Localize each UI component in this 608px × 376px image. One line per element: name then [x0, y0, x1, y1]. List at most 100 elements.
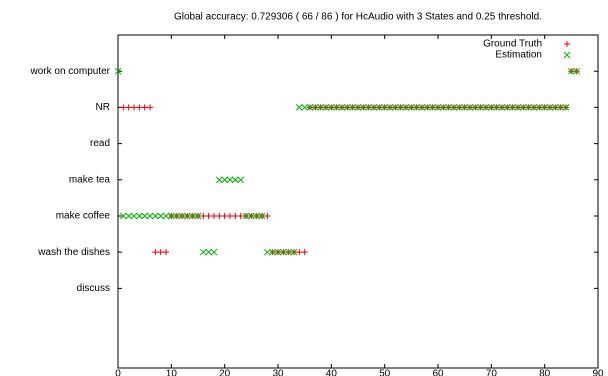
point [189, 212, 197, 220]
point [296, 249, 303, 256]
point [541, 104, 549, 111]
point [546, 104, 554, 111]
point [306, 104, 314, 111]
point [498, 104, 506, 111]
point [471, 104, 479, 111]
point [125, 212, 133, 220]
point [199, 248, 207, 256]
point [279, 248, 287, 256]
point [535, 104, 543, 111]
point [551, 104, 559, 111]
point [557, 104, 565, 111]
y-tick-label: NR [96, 102, 110, 113]
point [226, 176, 234, 184]
point [205, 248, 213, 256]
point [301, 249, 308, 256]
point [493, 104, 501, 111]
point [163, 249, 169, 256]
point [343, 104, 351, 111]
x-tick-label: 20 [219, 369, 231, 376]
chart-title: Global accuracy: 0.729306 ( 66 / 86 ) fo… [174, 12, 542, 23]
point [429, 104, 437, 111]
y-tick-label: make tea [69, 174, 111, 185]
point [264, 212, 271, 219]
point [354, 104, 362, 111]
point [487, 104, 495, 111]
x-tick-label: 30 [272, 369, 284, 376]
point [215, 176, 223, 184]
point [247, 212, 255, 220]
point [205, 212, 212, 219]
point [120, 104, 127, 111]
y-tick-label: discuss [77, 283, 110, 294]
point [439, 104, 447, 111]
point [386, 104, 394, 111]
point [269, 248, 277, 256]
point [530, 104, 538, 111]
point [200, 212, 207, 219]
point [231, 176, 239, 184]
point [173, 212, 181, 220]
point [455, 104, 463, 111]
point [450, 104, 458, 111]
point [573, 67, 581, 75]
x-tick-label: 80 [539, 369, 551, 376]
point [333, 104, 341, 111]
point [114, 67, 122, 75]
y-tick-label: wash the dishes [37, 247, 110, 258]
point [418, 104, 426, 111]
point [227, 212, 233, 219]
point [461, 104, 469, 111]
x-tick-label: 0 [115, 369, 121, 376]
x-tick-label: 90 [592, 369, 604, 376]
point [349, 104, 357, 111]
point [151, 212, 159, 220]
point [263, 248, 271, 256]
point [167, 212, 175, 220]
point [322, 104, 330, 111]
legend-label: Estimation [495, 50, 542, 61]
point [253, 212, 261, 220]
point [211, 212, 217, 219]
point [130, 212, 138, 220]
point [178, 212, 186, 220]
point [258, 212, 266, 220]
plot-frame [117, 34, 599, 369]
y-tick-label: read [90, 138, 110, 149]
point [146, 212, 154, 220]
point [375, 104, 383, 111]
point [301, 104, 309, 111]
point [237, 212, 244, 219]
point [221, 212, 228, 219]
point [162, 212, 170, 220]
point [232, 212, 239, 219]
point [509, 104, 517, 111]
point [397, 104, 405, 111]
x-tick-label: 60 [432, 369, 444, 376]
point [157, 249, 164, 256]
point [466, 104, 474, 111]
point [194, 212, 202, 220]
point [131, 104, 137, 111]
point [327, 104, 335, 111]
point [141, 104, 148, 111]
point [274, 248, 282, 256]
point [359, 104, 367, 111]
point [242, 212, 250, 220]
point [370, 104, 378, 111]
point [136, 104, 143, 111]
point [221, 176, 229, 184]
x-tick-label: 50 [379, 369, 391, 376]
point [525, 104, 533, 111]
point [434, 104, 442, 111]
point [482, 104, 490, 111]
point [183, 212, 191, 220]
y-tick-label: work on computer [30, 66, 111, 77]
point [285, 248, 293, 256]
point [503, 104, 511, 111]
point [391, 104, 399, 111]
y-tick-label: make coffee [56, 211, 111, 222]
point [423, 104, 431, 111]
point [402, 104, 410, 111]
